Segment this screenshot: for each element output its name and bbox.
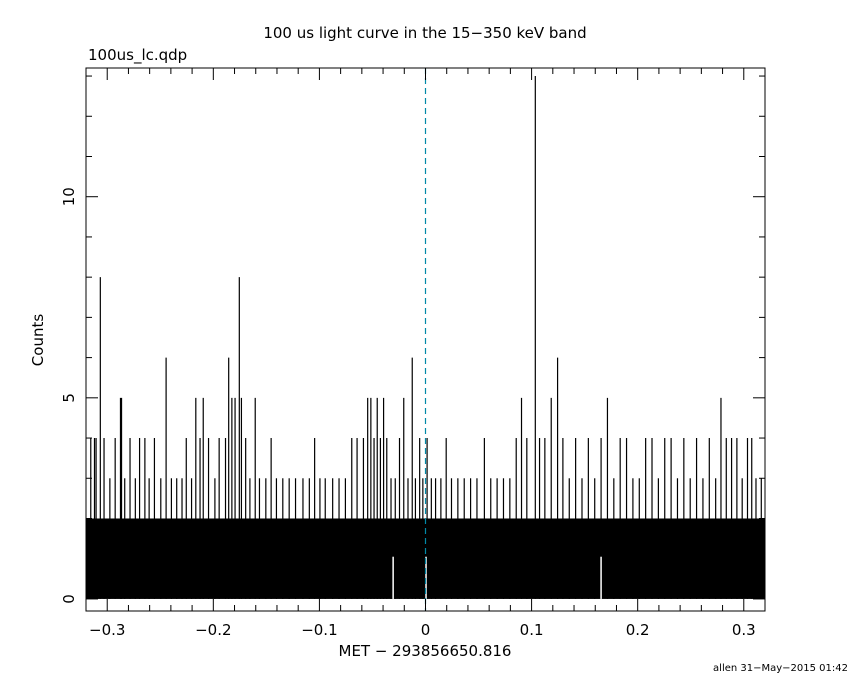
x-tick-label: −0.1 (301, 621, 337, 639)
x-tick-label: 0.1 (520, 621, 544, 639)
x-axis-label: MET − 293856650.816 (339, 642, 512, 660)
x-tick-label: 0.3 (732, 621, 756, 639)
y-axis-label: Counts (29, 314, 47, 367)
chart-subtitle: 100us_lc.qdp (88, 46, 187, 65)
chart-title: 100 us light curve in the 15−350 keV ban… (263, 24, 586, 42)
x-tick-label: 0 (421, 621, 431, 639)
footer-stamp: allen 31−May−2015 01:42 (713, 663, 848, 674)
y-tick-label: 0 (60, 594, 78, 604)
x-ticks-group: −0.3 −0.2 −0.1 0 0.1 0.2 0.3 (85, 68, 766, 639)
y-tick-label: 5 (60, 393, 78, 403)
x-tick-label: 0.2 (626, 621, 650, 639)
y-ticks-group: 0 5 10 (60, 75, 765, 604)
x-tick-label: −0.3 (89, 621, 125, 639)
x-tick-label: −0.2 (195, 621, 231, 639)
y-tick-label: 10 (60, 187, 78, 206)
